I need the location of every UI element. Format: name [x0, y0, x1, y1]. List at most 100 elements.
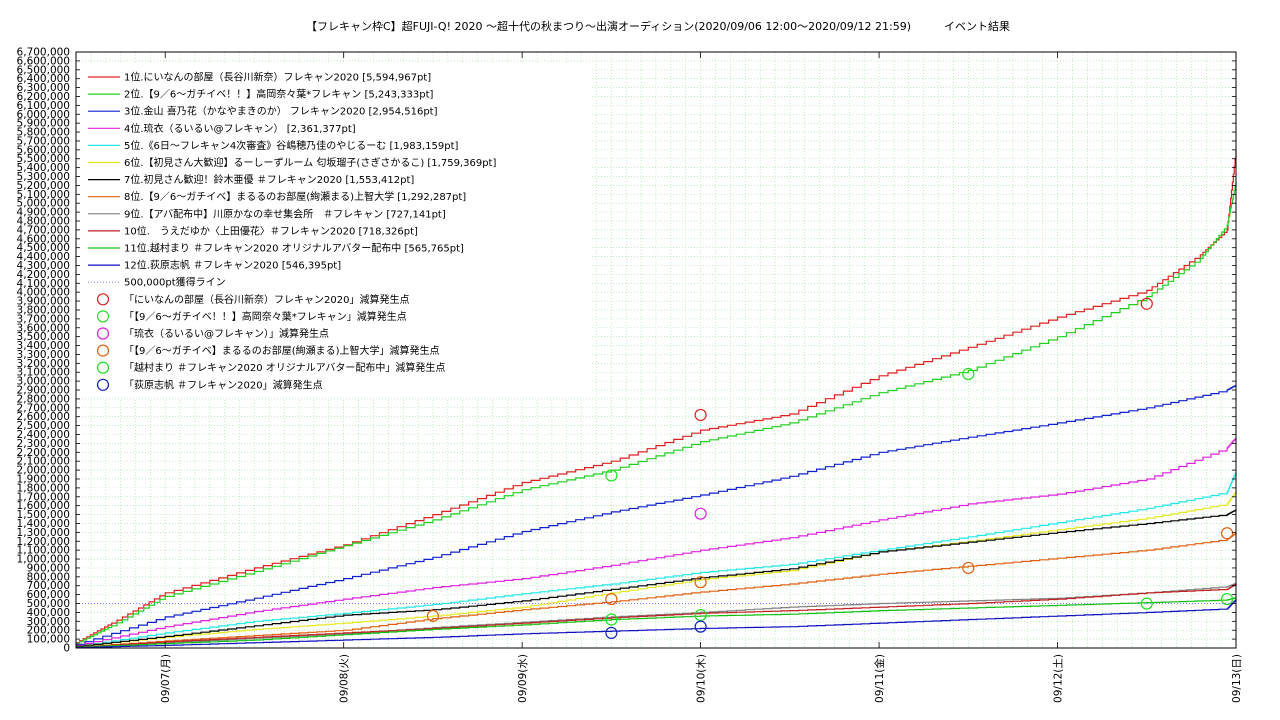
- y-tick-label: 5,900,000: [17, 118, 70, 130]
- y-tick-label: 4,100,000: [17, 278, 70, 290]
- legend-label-10: 10位. うえだゆか〈上田優花〉＃フレキャン2020 [718,326pt]: [124, 224, 418, 237]
- reduction-marker-3: [694, 507, 707, 520]
- series-line-4: [76, 437, 1237, 646]
- legend-marker-label-5: 「越村まり ＃フレキャン2020 オリジナルアバター配布中」減算発生点: [124, 361, 445, 374]
- y-tick-label: 5,200,000: [17, 180, 70, 192]
- y-tick-label: 5,100,000: [17, 189, 70, 201]
- y-tick-label: 2,200,000: [17, 447, 70, 459]
- y-tick-label: 2,400,000: [17, 429, 70, 441]
- y-tick-label: 6,400,000: [17, 73, 70, 85]
- series-line-3: [76, 385, 1237, 645]
- y-tick-label: 4,500,000: [17, 242, 70, 254]
- reduction-marker-5: [1220, 592, 1234, 606]
- y-tick-label: 6,100,000: [17, 100, 70, 112]
- reduction-marker-5: [694, 608, 707, 622]
- y-tick-label: 3,700,000: [17, 313, 70, 325]
- legend: 1位.にいなんの部屋（長谷川新奈）フレキャン2020 [5,594,967pt]…: [80, 62, 590, 398]
- legend-label-7: 7位.初見さん歓迎！鈴木亜優 ＃フレキャン2020 [1,553,412pt]: [124, 173, 414, 186]
- y-tick-label: 3,300,000: [17, 349, 70, 361]
- y-tick-label: 5,400,000: [17, 162, 70, 174]
- y-tick-label: 2,600,000: [17, 411, 70, 423]
- y-tick-label: 5,700,000: [17, 135, 70, 147]
- x-tick-label: 09/08(火): [339, 654, 351, 703]
- y-tick-label: 700,000: [27, 580, 70, 592]
- y-tick-label: 1,700,000: [17, 491, 70, 503]
- y-tick-label: 3,100,000: [17, 367, 70, 379]
- y-tick-label: 2,000,000: [17, 465, 70, 477]
- reduction-marker-1: [1140, 297, 1153, 310]
- y-tick-label: 5,600,000: [17, 144, 70, 156]
- y-tick-label: 1,300,000: [17, 527, 70, 539]
- legend-marker-1: [96, 293, 110, 306]
- legend-marker-4: [96, 344, 110, 357]
- y-tick-label: 400,000: [27, 607, 70, 619]
- series-line-7: [76, 509, 1237, 647]
- y-tick-label: 3,200,000: [17, 358, 70, 370]
- x-tick-label: 09/11(金): [873, 654, 886, 703]
- y-tick-label: 2,700,000: [17, 402, 70, 414]
- series-line-5: [76, 471, 1237, 647]
- x-tick-label: 09/10(木): [696, 654, 708, 703]
- legend-label-8: 8位.【9／6〜ガチイベ】まるるのお部屋(絢瀬まる)上智大学 [1,292,28…: [124, 190, 466, 203]
- reduction-marker-4: [1220, 527, 1234, 540]
- series-line-10: [76, 584, 1237, 648]
- legend-label-9: 9位.【アバ配布中】川原かなの幸せ集会所 ＃フレキャン [727,141pt]: [124, 207, 446, 220]
- y-tick-label: 4,200,000: [17, 269, 70, 281]
- x-tick-label: 09/13(日): [1231, 654, 1243, 703]
- legend-marker-5: [96, 361, 110, 374]
- y-tick-label: 1,900,000: [17, 473, 70, 485]
- legend-marker-label-3: 「琉衣（るいるい@フレキャン）」減算発生点: [124, 327, 329, 340]
- y-tick-label: 4,000,000: [17, 287, 70, 299]
- reduction-marker-1: [694, 408, 707, 422]
- y-tick-label: 500,000: [27, 598, 70, 610]
- series-line-11: [76, 597, 1237, 648]
- series-lines: [76, 150, 1237, 649]
- series-line-2: [76, 181, 1237, 645]
- y-tick-label: 3,900,000: [17, 296, 70, 308]
- y-tick-label: 6,700,000: [17, 47, 70, 59]
- y-tick-label: 5,300,000: [17, 171, 70, 183]
- plot-frame: [75, 51, 1237, 649]
- reduction-marker-4: [605, 592, 618, 606]
- reduction-marker-4: [426, 609, 440, 623]
- reduction-marker-6: [605, 626, 618, 639]
- y-tick-label: 4,300,000: [17, 260, 70, 272]
- y-tick-label: 300,000: [27, 616, 70, 628]
- y-tick-label: 3,800,000: [17, 304, 70, 316]
- y-tick-label: 6,200,000: [17, 91, 70, 103]
- legend-marker-label-4: 「【9／6〜ガチイベ】まるるのお部屋(絢瀬まる)上智大学」減算発生点: [124, 344, 440, 357]
- legend-label-3: 3位.金山 喜乃花（かなやまきのか） フレキャン2020 [2,954,516p…: [124, 105, 438, 118]
- y-tick-label: 1,500,000: [17, 509, 70, 521]
- series-line-12: [76, 599, 1237, 649]
- legend-label-12: 12位.荻原志帆 ＃フレキャン2020 [546,395pt]: [124, 259, 341, 272]
- y-tick-label: 2,100,000: [17, 456, 70, 468]
- legend-label-2: 2位.【9／6〜ガチイベ！！】高岡奈々葉*フレキャン [5,243,333pt]: [124, 88, 434, 101]
- y-tick-label: 2,800,000: [17, 393, 70, 405]
- legend-marker-label-1: 「にいなんの部屋（長谷川新奈）フレキャン2020」減算発生点: [124, 293, 409, 306]
- y-tick-label: 3,400,000: [17, 340, 70, 352]
- x-tick-label: 09/07(月): [160, 654, 172, 703]
- y-tick-label: 1,000,000: [17, 554, 70, 566]
- y-tick-label: 6,600,000: [17, 55, 70, 67]
- y-tick-label: 0: [63, 643, 70, 655]
- legend-label-11: 11位.越村まり ＃フレキャン2020 オリジナルアバター配布中 [565,76…: [124, 242, 464, 255]
- y-tick-label: 6,500,000: [17, 64, 70, 76]
- y-tick-label: 4,600,000: [17, 233, 70, 245]
- legend-marker-3: [96, 327, 110, 340]
- y-tick-label: 3,000,000: [17, 376, 70, 388]
- legend-label-6: 6位.【初見さん大歓迎】るーしーずルーム 匂坂瑠子(さぎさかるこ) [1,759…: [124, 156, 496, 169]
- y-tick-label: 5,800,000: [17, 127, 70, 139]
- y-tick-label: 4,800,000: [17, 216, 70, 228]
- y-tick-label: 800,000: [27, 571, 70, 583]
- y-tick-label: 5,500,000: [17, 153, 70, 165]
- reduction-marker-2: [605, 469, 618, 482]
- y-tick-label: 1,200,000: [17, 536, 70, 548]
- reduction-marker-6: [694, 620, 707, 633]
- series-line-1: [76, 150, 1237, 644]
- y-tick-label: 1,100,000: [17, 545, 70, 557]
- y-tick-label: 1,600,000: [17, 500, 70, 512]
- y-tick-label: 5,000,000: [17, 198, 70, 210]
- y-tick-label: 3,500,000: [17, 331, 70, 343]
- y-tick-label: 200,000: [27, 625, 70, 637]
